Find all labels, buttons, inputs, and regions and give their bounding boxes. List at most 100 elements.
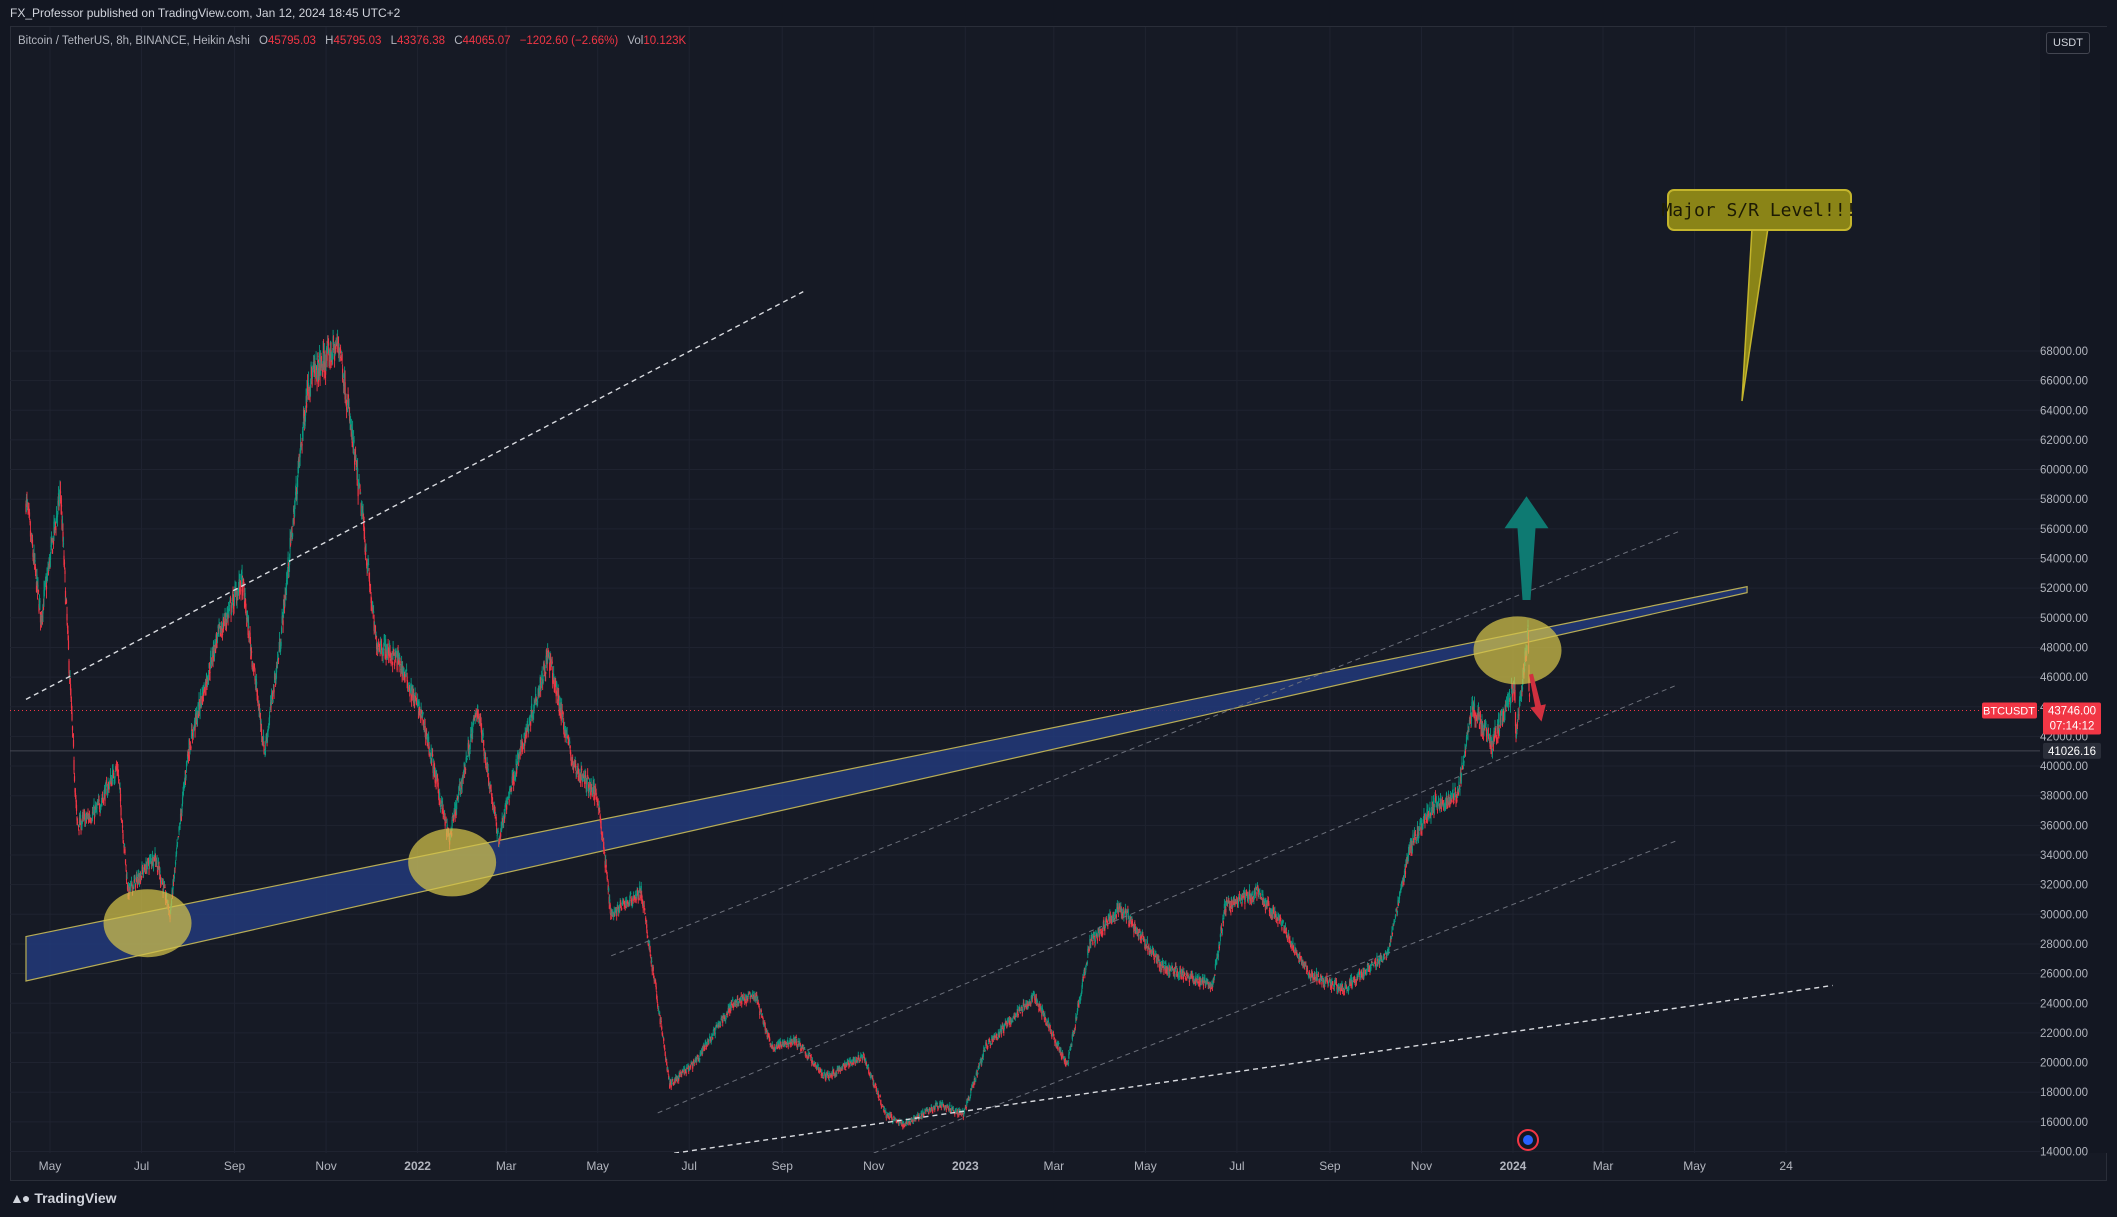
candle-body (944, 1107, 946, 1109)
candle-body (1124, 908, 1126, 911)
candle-body (810, 1056, 812, 1058)
candle-body (337, 344, 340, 347)
candle-body (1078, 1004, 1080, 1008)
candle-body (186, 760, 188, 763)
candle-body (438, 791, 440, 794)
candle-body (866, 1066, 868, 1068)
candle-body (856, 1060, 858, 1063)
candle-body (1238, 893, 1241, 895)
candle-body (573, 761, 575, 764)
candle-body (1217, 957, 1219, 959)
candle-body (1235, 901, 1238, 903)
candle-body (1006, 1021, 1008, 1024)
candle-body (1062, 1057, 1064, 1059)
candle-body (100, 804, 102, 808)
candle-body (561, 704, 563, 714)
candle-body (713, 1028, 715, 1031)
candle-body (1084, 972, 1086, 974)
candle-body (1095, 932, 1097, 934)
candle-body (1242, 894, 1245, 896)
candle-body (704, 1048, 706, 1050)
candle-body (162, 888, 164, 893)
candle-body (404, 676, 406, 678)
candle-body (1072, 1034, 1074, 1036)
candle-body (160, 881, 163, 884)
candle-body (1178, 975, 1180, 977)
candle-body (181, 807, 183, 813)
candle-body (619, 901, 621, 904)
candle-body (605, 859, 607, 865)
candle-body (413, 693, 415, 703)
candle-body (154, 855, 157, 862)
candle-body (51, 549, 54, 554)
candle-body (82, 817, 85, 819)
candle-body (751, 995, 753, 997)
candle-body (821, 1072, 823, 1076)
candle-body (1092, 941, 1094, 945)
candle-body (555, 680, 557, 687)
candle-body (565, 729, 567, 734)
candle-body (902, 1121, 904, 1124)
candle-body (188, 739, 190, 750)
candle-body (942, 1104, 944, 1106)
candle-body (872, 1081, 874, 1086)
candle-body (585, 775, 587, 777)
candle-body (1230, 910, 1232, 912)
candle-body (833, 1071, 835, 1074)
candle-body (957, 1110, 959, 1113)
candle-body (586, 777, 588, 785)
candle-body (547, 650, 549, 653)
candle-body (911, 1119, 913, 1121)
candle-body (347, 400, 349, 406)
candle-body (399, 660, 401, 664)
candle-body (1241, 902, 1243, 906)
candle-body (209, 671, 211, 673)
candle-body (800, 1047, 802, 1051)
candle-body (1068, 1051, 1070, 1053)
candle-body (1258, 893, 1261, 895)
candle-body (454, 812, 456, 817)
candle-body (230, 605, 232, 615)
candle-body (692, 1065, 694, 1069)
candle-body (251, 663, 254, 666)
candle-body (1162, 964, 1164, 966)
candle-body (135, 876, 138, 878)
candle-body (718, 1025, 720, 1027)
candle-body (61, 521, 64, 525)
candle-body (202, 692, 205, 697)
candle-body (92, 810, 95, 812)
candle-body (1108, 919, 1110, 921)
candle-body (434, 779, 436, 783)
candle-body (28, 509, 30, 513)
candle-body (539, 686, 541, 692)
candle-body (489, 787, 491, 789)
candle-body (133, 879, 136, 881)
candle-body (353, 438, 355, 446)
candle-body (74, 793, 77, 796)
candle-body (187, 754, 190, 759)
candle-body (1146, 940, 1148, 944)
candle-body (333, 342, 335, 349)
candle-body (840, 1069, 842, 1071)
candle-body (157, 862, 160, 865)
candle-body (1051, 1035, 1053, 1037)
candle-body (589, 782, 591, 788)
candle-body (382, 652, 384, 654)
candle-body (298, 459, 300, 463)
candle-body (996, 1038, 998, 1040)
candle-body (308, 387, 310, 392)
candle-body (210, 654, 212, 656)
candle-body (685, 1071, 687, 1073)
candle-body (593, 786, 595, 795)
candle-body (54, 523, 57, 525)
candle-body (1131, 917, 1133, 920)
candle-body (1257, 889, 1260, 895)
candle-body (263, 745, 265, 754)
candle-body (198, 703, 201, 710)
candle-body (628, 902, 630, 904)
candle-body (736, 999, 738, 1004)
candle-body (433, 762, 435, 764)
candle-body (173, 869, 176, 875)
candle-body (1224, 909, 1226, 914)
